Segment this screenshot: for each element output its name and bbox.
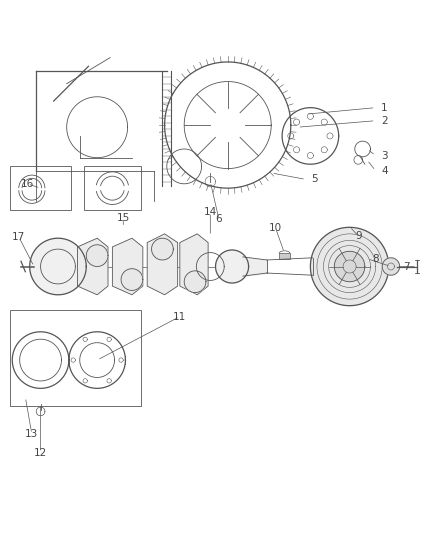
Text: 4: 4 xyxy=(381,166,388,176)
Polygon shape xyxy=(334,251,365,282)
Text: 11: 11 xyxy=(173,312,187,321)
Text: 9: 9 xyxy=(355,231,362,241)
Polygon shape xyxy=(147,234,178,295)
Text: 12: 12 xyxy=(34,448,47,458)
Polygon shape xyxy=(121,269,143,290)
Polygon shape xyxy=(311,228,389,305)
Polygon shape xyxy=(30,238,86,295)
Text: 6: 6 xyxy=(215,214,223,224)
Polygon shape xyxy=(382,258,399,275)
Polygon shape xyxy=(152,238,173,260)
Text: 10: 10 xyxy=(269,223,282,233)
Polygon shape xyxy=(113,238,143,295)
Polygon shape xyxy=(180,234,208,295)
Text: 8: 8 xyxy=(372,254,379,264)
Text: 14: 14 xyxy=(204,207,217,217)
Text: 1: 1 xyxy=(381,103,388,112)
Bar xyxy=(279,254,290,259)
Polygon shape xyxy=(78,238,108,295)
Bar xyxy=(84,166,141,210)
Polygon shape xyxy=(184,271,206,293)
Bar xyxy=(10,310,141,406)
Bar xyxy=(10,166,71,210)
Text: 2: 2 xyxy=(381,116,388,126)
Text: 3: 3 xyxy=(381,150,388,160)
Text: 15: 15 xyxy=(117,213,130,223)
Text: 17: 17 xyxy=(12,232,25,242)
Text: 16: 16 xyxy=(21,179,34,189)
Text: 13: 13 xyxy=(25,429,39,439)
Polygon shape xyxy=(86,245,108,266)
Text: 5: 5 xyxy=(311,174,318,184)
Text: 7: 7 xyxy=(403,262,410,271)
Polygon shape xyxy=(215,250,249,283)
